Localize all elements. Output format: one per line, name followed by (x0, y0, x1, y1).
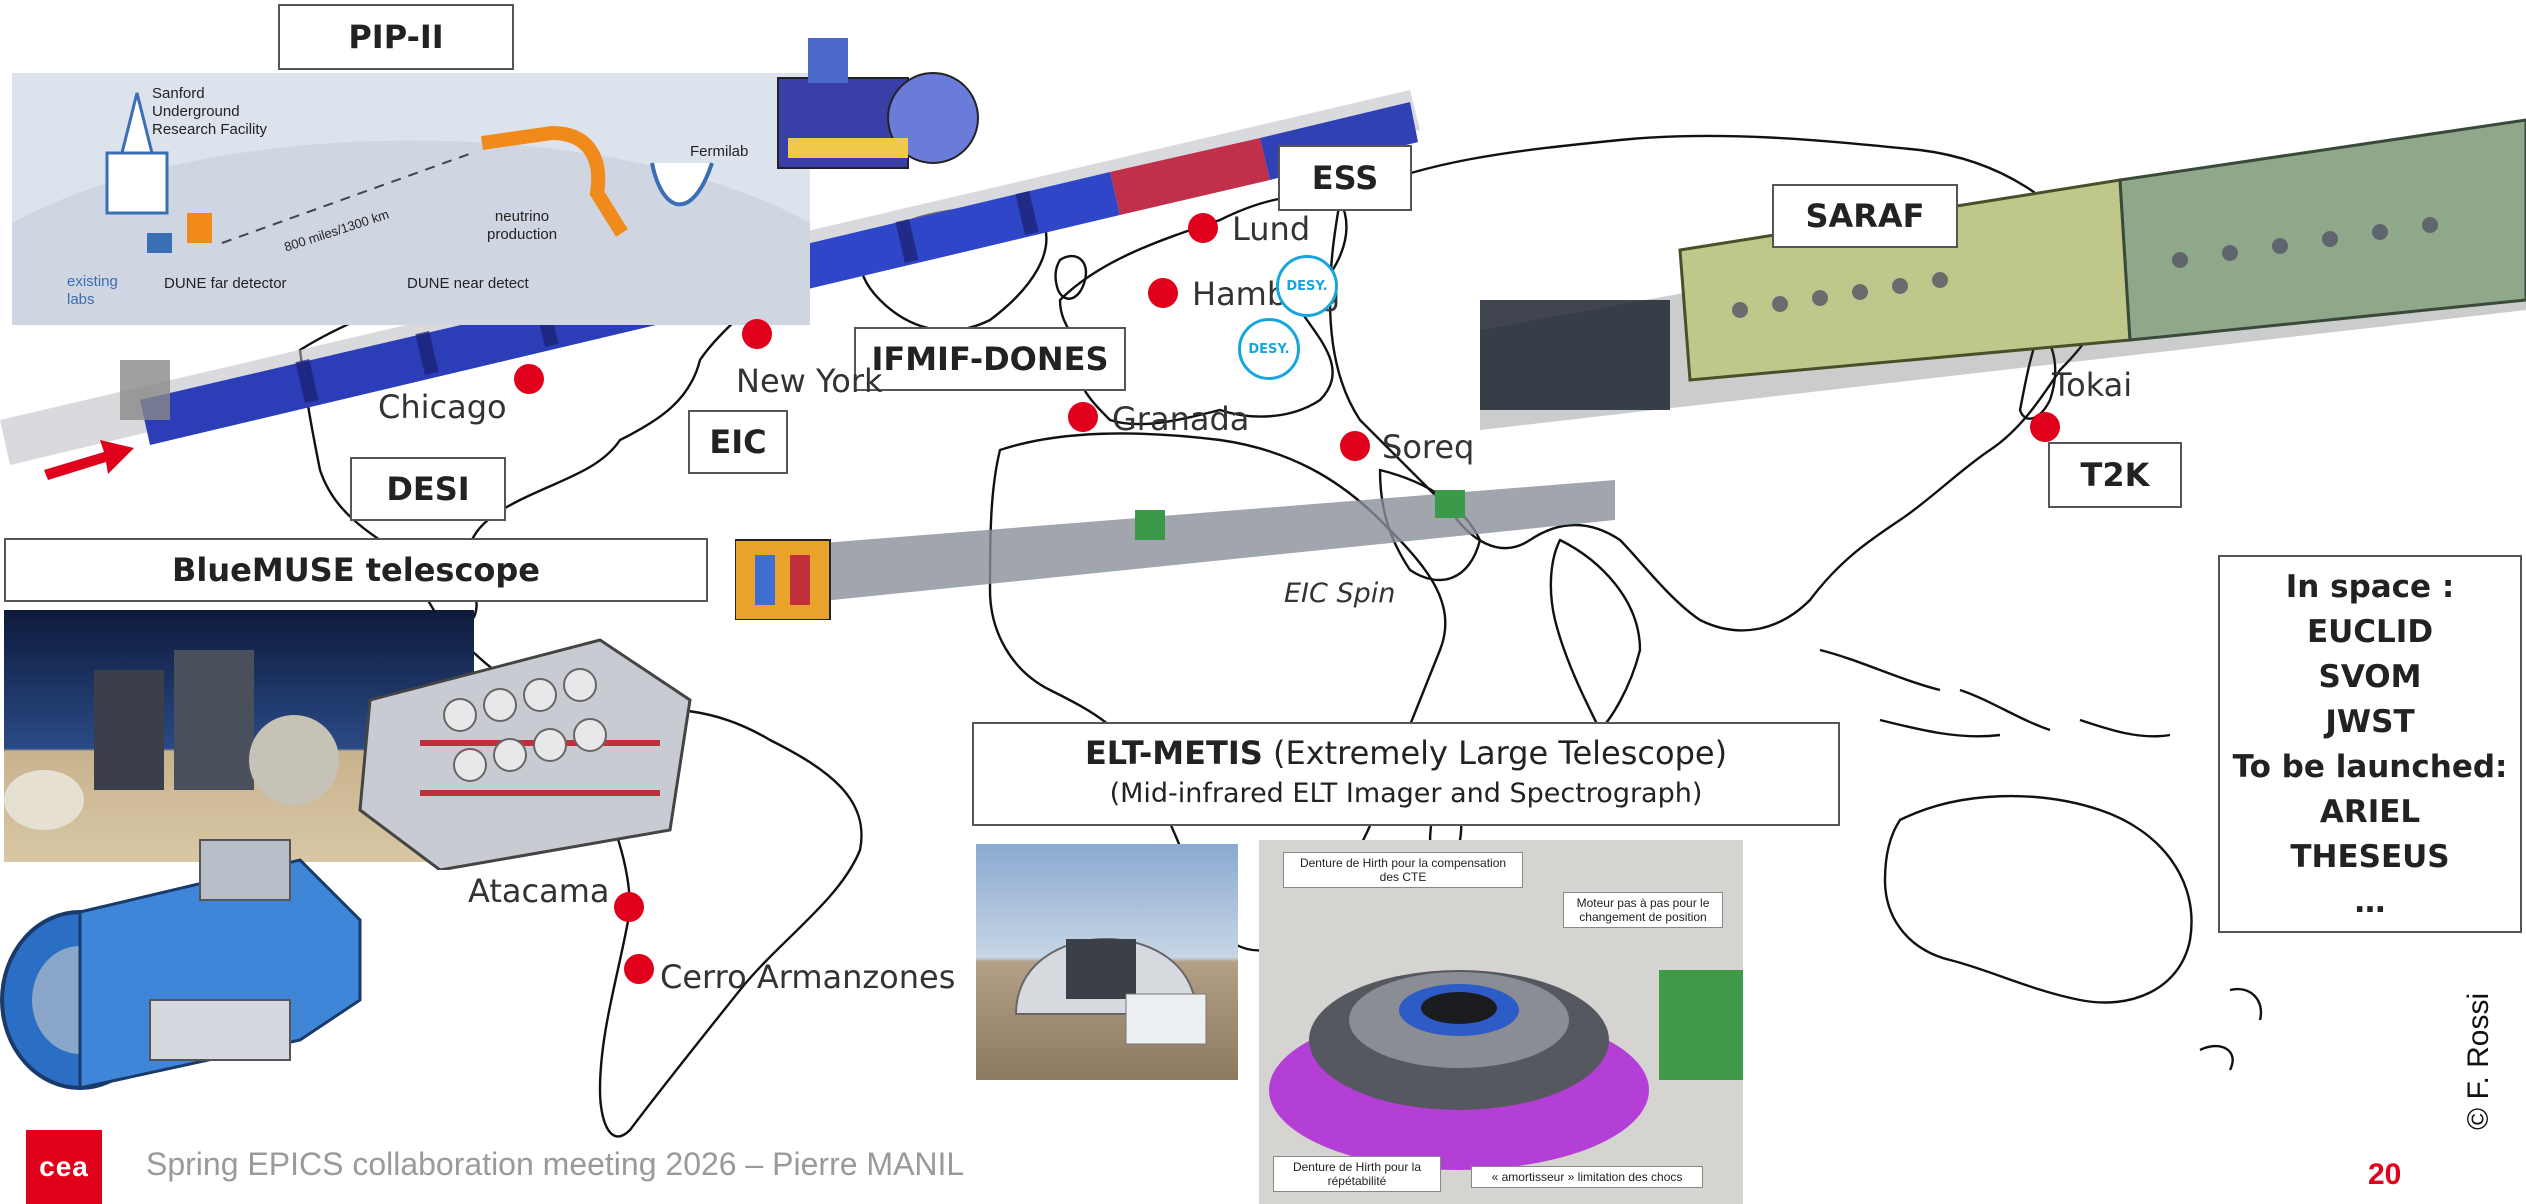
location-dot-cerro-armanzones (624, 954, 654, 984)
metis-mechanism-photo: Denture de Hirth pour la compensation de… (1259, 840, 1743, 1204)
pip2-existing-label: existing (67, 273, 118, 290)
location-dot-tokai (2030, 412, 2060, 442)
elt-metis-name: ELT-METIS (1084, 734, 1263, 772)
location-dot-soreq (1340, 431, 1370, 461)
space-line-5: To be launched: (2232, 749, 2508, 785)
pip2-production-label: production (487, 226, 558, 243)
page-number: 20 (2368, 1158, 2402, 1191)
photo-credit: © F. Rossi (2462, 992, 2495, 1130)
metis-note-cte: Denture de Hirth pour la compensation de… (1283, 852, 1523, 888)
southeast-asia-islands (1819, 648, 2171, 738)
uk (1054, 254, 1088, 300)
pip2-near-detector-label: DUNE near detect (407, 275, 529, 292)
elt-observatory-photo (976, 844, 1238, 1080)
elt-dome-graphic (1014, 938, 1207, 1045)
location-dot-granada (1068, 402, 1098, 432)
city-chicago: Chicago (378, 388, 507, 426)
space-line-4: JWST (2325, 704, 2415, 740)
city-granada: Granada (1112, 400, 1250, 438)
label-ifmif-dones: IFMIF-DONES (854, 327, 1126, 391)
location-dot-atacama (614, 892, 644, 922)
eic-spin-label: EIC Spin (1284, 578, 1396, 609)
label-ess: ESS (1278, 145, 1412, 211)
label-saraf: SARAF (1772, 184, 1958, 248)
space-line-3: SVOM (2318, 659, 2422, 695)
pip2-sanford-label: Sanford (152, 85, 205, 102)
elt-metis-subtitle: (Mid-infrared ELT Imager and Spectrograp… (1109, 778, 1703, 809)
arrow-icon (44, 440, 134, 480)
pip2-neutrino-label: neutrino (494, 208, 550, 225)
pip2-research-label: Research Facility (152, 121, 268, 138)
location-dot-lund (1188, 213, 1218, 243)
bluemuse-instrument-render (358, 638, 692, 870)
bluemuse-camera-render (0, 839, 362, 1090)
pip2-underground-label: Underground (152, 103, 240, 120)
continent-asia (1328, 134, 2108, 632)
new-zealand (2199, 987, 2263, 1071)
location-dot-chicago (514, 364, 544, 394)
elt-metis-desc: (Extremely Large Telescope) (1262, 734, 1728, 772)
metis-note-amortisseur: « amortisseur » limitation des chocs (1471, 1166, 1703, 1188)
cea-logo: cea (26, 1130, 102, 1204)
location-dot-hamburg (1148, 278, 1178, 308)
saraf-linac-image (1480, 118, 2526, 430)
space-line-8: … (2354, 884, 2386, 920)
pip2-labs-label: labs (67, 291, 95, 308)
label-desi: DESI (350, 457, 506, 521)
continent-south-america (598, 708, 863, 1138)
continent-europe (1058, 194, 1348, 426)
city-newyork: New York (736, 362, 883, 400)
space-line-6: ARIEL (2319, 794, 2421, 830)
location-dot-newyork (742, 319, 772, 349)
label-bluemuse: BlueMUSE telescope (4, 538, 708, 602)
city-tokai: Tokai (2052, 366, 2133, 404)
space-line-2: EUCLID (2306, 614, 2434, 650)
desy-logo-icon: DESY. (1276, 255, 1338, 317)
pip2-far-detector-label: DUNE far detector (164, 275, 287, 292)
city-cerro-armanzones: Cerro Armanzones (660, 958, 956, 996)
city-lund: Lund (1232, 210, 1311, 248)
pip2-diagram-graphic (12, 92, 810, 325)
city-atacama: Atacama (468, 872, 610, 910)
footer-text: Spring EPICS collaboration meeting 2026 … (146, 1146, 965, 1182)
city-soreq: Soreq (1382, 428, 1475, 466)
metis-note-moteur: Moteur pas à pas pour le changement de p… (1563, 892, 1723, 928)
pip2-fermilab-label: Fermilab (690, 143, 749, 160)
ifmif-beamline-image (735, 480, 1615, 620)
label-t2k: T2K (2048, 442, 2182, 508)
continent-australia (1883, 794, 2193, 1004)
elt-metis-box: ELT-METIS (Extremely Large Telescope) (M… (972, 722, 1840, 826)
space-line-1: In space : (2285, 569, 2455, 605)
metis-mechanism-graphic (1269, 970, 1743, 1170)
cryomodule-render (777, 38, 979, 169)
metis-note-hirth: Denture de Hirth pour la répétabilité (1273, 1156, 1441, 1192)
in-space-box: In space : EUCLID SVOM JWST To be launch… (2218, 555, 2522, 933)
label-pip2: PIP-II (278, 4, 514, 70)
telescope-buildings-graphic (4, 650, 339, 830)
pip2-inset-diagram: Sanford Underground Research Facility Fe… (12, 73, 810, 325)
desy-logo-icon: DESY. (1238, 318, 1300, 380)
label-eic: EIC (688, 410, 788, 474)
space-line-7: THESEUS (2290, 839, 2450, 875)
